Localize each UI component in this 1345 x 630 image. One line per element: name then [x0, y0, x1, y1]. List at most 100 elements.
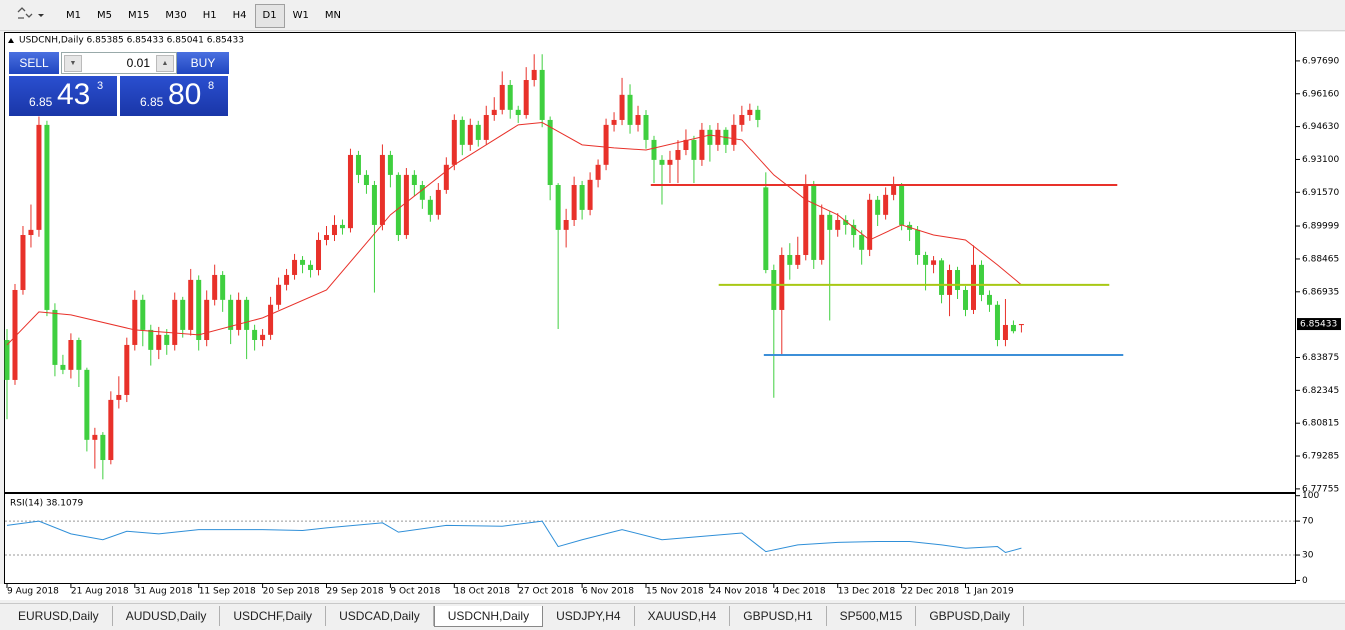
- timeframe-button[interactable]: H4: [232, 10, 247, 21]
- moving-average: [6, 122, 1022, 346]
- candle-body: [827, 214, 833, 230]
- lot-input[interactable]: ▼ 0.01 ▲: [61, 52, 177, 74]
- candle-body: [284, 274, 290, 285]
- candle-body: [12, 289, 18, 380]
- candle-body: [52, 309, 58, 365]
- chart-tab[interactable]: EURUSD,Daily: [5, 606, 113, 626]
- candle-body: [915, 229, 921, 255]
- x-tick-label: 6 Nov 2018: [582, 587, 634, 597]
- candle-body: [643, 115, 649, 140]
- chart-tab[interactable]: USDCNH,Daily: [433, 606, 544, 627]
- y-tick-label: 30: [1302, 551, 1314, 561]
- y-tick-label: 6.94630: [1302, 122, 1339, 132]
- chart-tab[interactable]: XAUUSD,H4: [635, 606, 731, 626]
- candle-body: [739, 115, 745, 125]
- candle-body: [100, 434, 106, 461]
- price-sup: 8: [208, 80, 215, 92]
- candle-body: [659, 159, 665, 165]
- timeframe-button[interactable]: M15: [128, 10, 150, 21]
- candle-body: [435, 189, 441, 215]
- x-tick-label: 15 Nov 2018: [646, 587, 704, 597]
- buy-button[interactable]: BUY: [177, 52, 229, 74]
- x-tick-label: 18 Oct 2018: [454, 587, 510, 597]
- x-tick-label: 9 Aug 2018: [7, 587, 59, 597]
- lot-down[interactable]: ▼: [64, 55, 82, 72]
- candle-body: [60, 364, 66, 370]
- candle-body: [363, 174, 369, 185]
- candle-body: [148, 329, 154, 350]
- candle-body: [635, 115, 641, 125]
- candle-body: [539, 69, 545, 120]
- candle-body: [515, 109, 521, 116]
- tool-icon[interactable]: [12, 0, 62, 30]
- candle-body: [763, 187, 769, 271]
- candle-body: [651, 139, 657, 160]
- candle-body: [395, 174, 401, 236]
- y-tick-label: 0: [1302, 576, 1308, 586]
- buy-price[interactable]: 6.85 80 8: [120, 76, 228, 116]
- chart-tab[interactable]: USDCAD,Daily: [326, 606, 434, 626]
- candle-body: [427, 199, 433, 215]
- candle-body: [411, 174, 417, 185]
- candle-body: [124, 344, 130, 395]
- chart-tab[interactable]: SP500,M15: [827, 606, 917, 626]
- candle-body: [132, 299, 138, 345]
- candle-body: [603, 124, 609, 165]
- chart-tab[interactable]: GBPUSD,H1: [730, 606, 827, 626]
- x-tick-label: 29 Sep 2018: [327, 587, 384, 597]
- timeframe-button[interactable]: H1: [202, 10, 217, 21]
- x-tick-label: 27 Oct 2018: [518, 587, 574, 597]
- candle-body: [324, 235, 330, 240]
- candle-body: [156, 334, 162, 350]
- y-tick-label: 6.80815: [1302, 419, 1339, 429]
- candle-body: [204, 299, 210, 341]
- time-axis: [0, 584, 1345, 600]
- candle-body: [44, 124, 50, 310]
- candle-body: [76, 340, 82, 370]
- timeframe-button[interactable]: M30: [165, 10, 187, 21]
- price-prefix: 6.85: [140, 95, 164, 109]
- y-tick-label: 70: [1302, 517, 1314, 527]
- lot-up[interactable]: ▲: [156, 55, 174, 72]
- timeframe-button[interactable]: D1: [254, 4, 285, 28]
- chart-tab[interactable]: GBPUSD,Daily: [916, 606, 1025, 626]
- candle-body: [970, 264, 976, 310]
- candle-body: [308, 264, 314, 271]
- y-tick-label: 6.91570: [1302, 188, 1339, 198]
- chart-tab[interactable]: USDCHF,Daily: [220, 606, 327, 626]
- y-tick-label: 6.77755: [1302, 484, 1339, 494]
- sell-button[interactable]: SELL: [9, 52, 59, 74]
- chart-tab[interactable]: AUDUSD,Daily: [113, 606, 221, 626]
- candle-body: [891, 184, 897, 195]
- candle-body: [228, 299, 234, 330]
- candle-body: [188, 279, 194, 330]
- candle-body: [811, 184, 817, 260]
- timeframe-button[interactable]: W1: [292, 10, 309, 21]
- timeframe-button[interactable]: M5: [97, 10, 112, 21]
- candle-body: [571, 184, 577, 220]
- chart-tab[interactable]: USDJPY,H4: [543, 606, 635, 626]
- candle-body: [459, 119, 465, 145]
- candle-body: [36, 124, 42, 230]
- sell-price[interactable]: 6.85 43 3: [9, 76, 117, 116]
- candle-body: [276, 284, 282, 305]
- y-tick-label: 6.86935: [1302, 287, 1339, 297]
- collapse-icon[interactable]: [8, 38, 14, 43]
- candle-body: [316, 239, 322, 271]
- candle-body: [387, 154, 393, 175]
- price-prefix: 6.85: [29, 95, 53, 109]
- timeframe-button[interactable]: M1: [66, 10, 81, 21]
- x-tick-label: 31 Aug 2018: [135, 587, 193, 597]
- candle-body: [252, 329, 258, 341]
- x-tick-label: 22 Dec 2018: [902, 587, 960, 597]
- candle-body: [467, 124, 473, 145]
- candle-body: [587, 179, 593, 210]
- candle-body: [1018, 324, 1024, 326]
- candle-body: [595, 164, 601, 180]
- candle-body: [443, 164, 449, 190]
- timeframes: M1 M5 M15 M30 H1 H4 D1 W1 MN: [58, 4, 349, 28]
- candle-body: [675, 150, 681, 160]
- rsi-title: RSI(14) 38.1079: [10, 499, 83, 509]
- timeframe-button[interactable]: MN: [324, 10, 341, 21]
